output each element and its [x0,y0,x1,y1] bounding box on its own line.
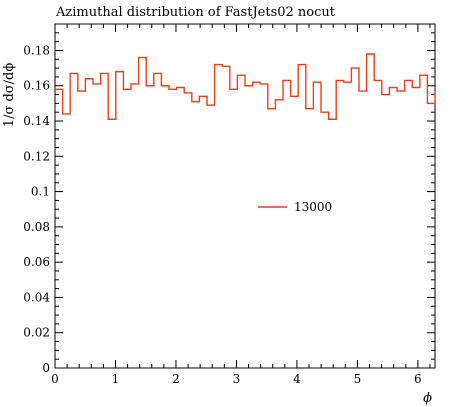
y-axis: 0 0.02 0.04 0.06 0.08 0.1 0.12 0.14 0.16 0.18 [23,32,435,375]
x-axis-label: ϕ [423,391,432,406]
y-tick-label: 0 [42,361,50,375]
x-tick-label: 2 [172,372,180,386]
legend-label: 13000 [294,200,332,214]
x-tick-label: 0 [51,372,59,386]
y-tick-label: 0.06 [23,255,50,269]
series-line-13000 [55,53,436,120]
y-axis-label: 1/σ dσ/dϕ [2,63,17,128]
y-tick-label: 0.14 [23,114,50,128]
y-tick-label: 0.12 [23,149,50,163]
y-tick-label: 0.04 [23,290,50,304]
x-axis: 0 1 2 3 4 5 6 [51,24,431,386]
y-tick-label: 0.1 [31,185,50,199]
x-tick-label: 4 [293,372,301,386]
x-tick-label: 3 [233,372,241,386]
y-tick-label: 0.02 [23,326,50,340]
x-tick-label: 6 [414,372,422,386]
y-tick-label: 0.08 [23,220,50,234]
y-tick-label: 0.18 [23,43,50,57]
x-tick-label: 1 [112,372,120,386]
plot-frame [54,23,436,369]
y-tick-label: 0.16 [23,79,50,93]
x-tick-label: 5 [354,372,362,386]
chart-title: Azimuthal distribution of FastJets02 noc… [55,5,336,20]
